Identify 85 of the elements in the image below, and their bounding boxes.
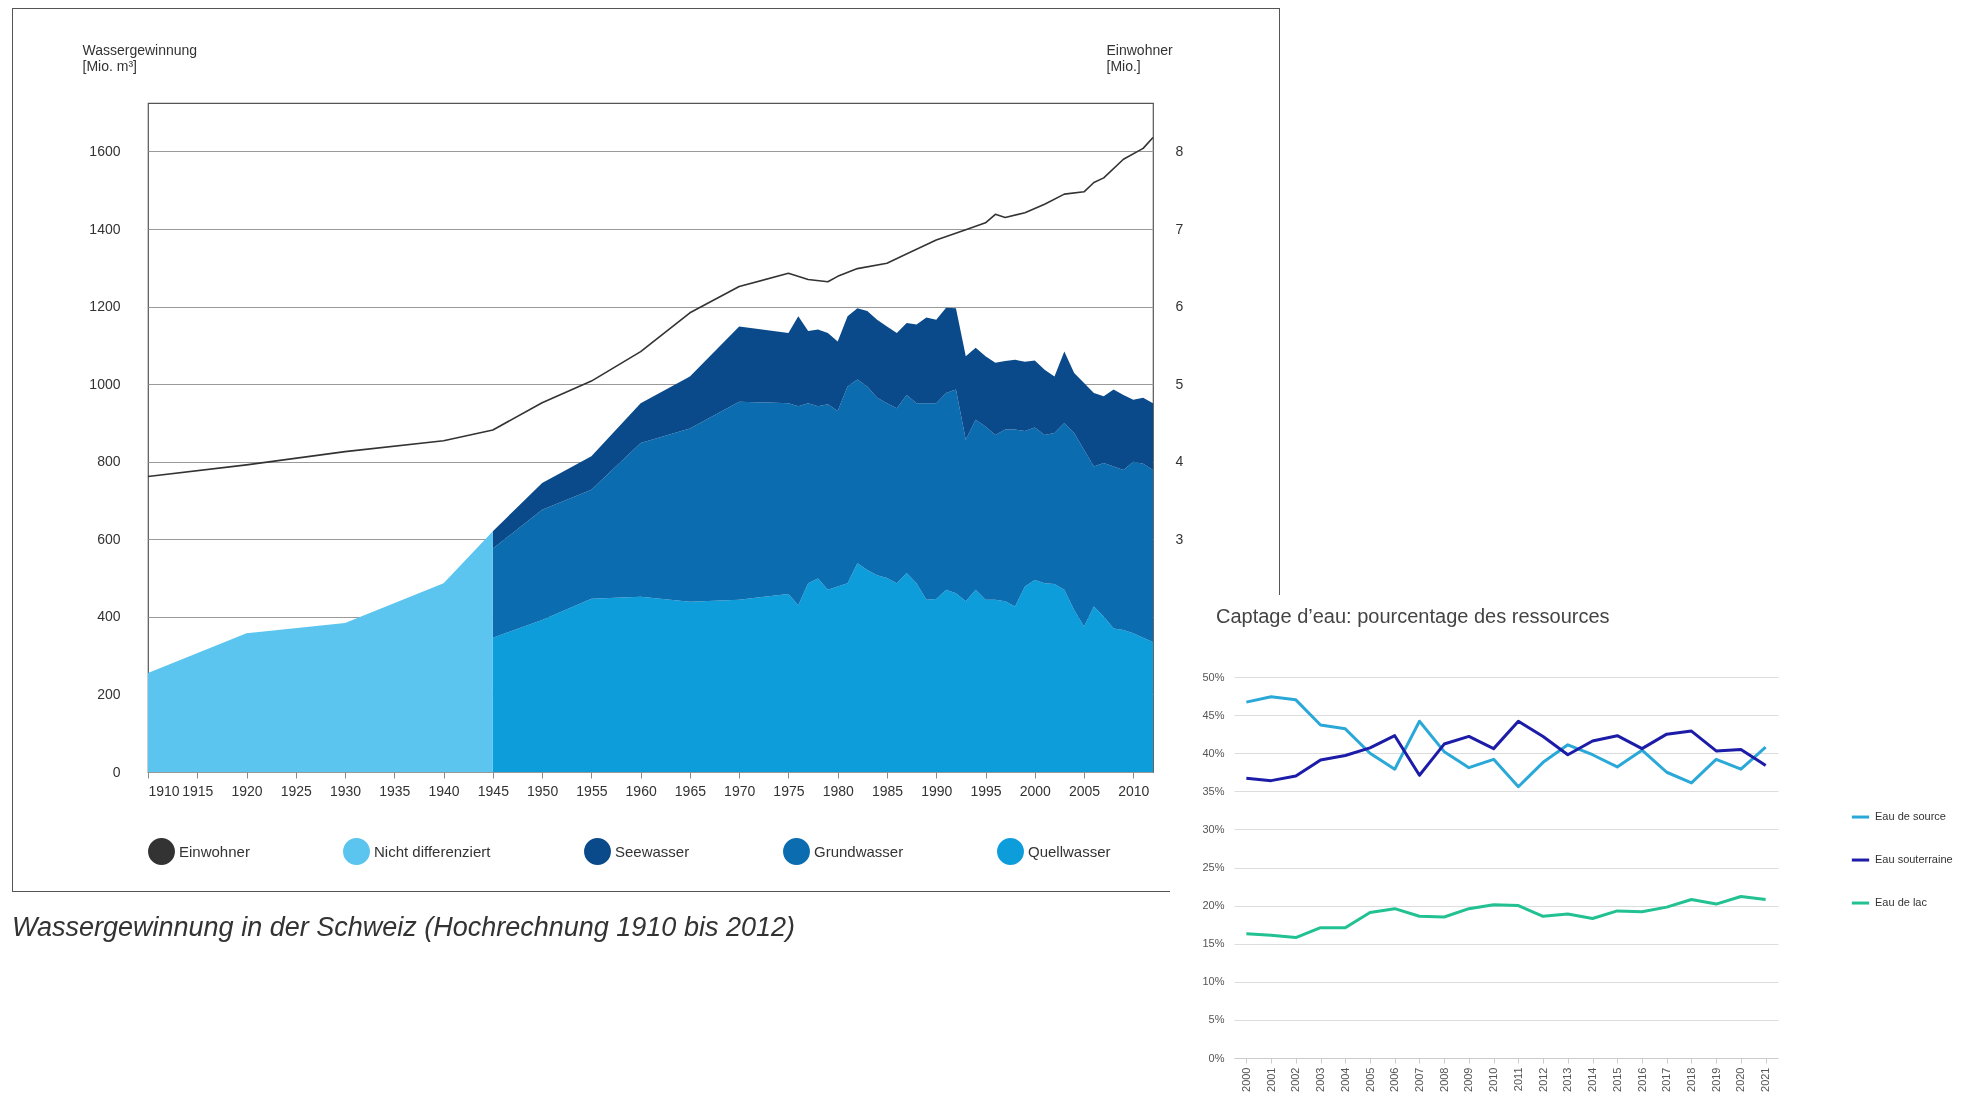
y-tick-label: 10% <box>1202 975 1225 988</box>
legend-label: Seewasser <box>615 842 690 860</box>
y-tick-label: 15% <box>1202 937 1225 950</box>
legend-label: Eau de source <box>1875 810 1946 823</box>
y-tick-label: 0% <box>1208 1051 1225 1064</box>
x-tick-label: 2011 <box>1511 1067 1524 1092</box>
y2-tick-label: 4 <box>1175 453 1184 470</box>
x-tick-label: 1945 <box>477 782 510 799</box>
x-tick-label: 2010 <box>1487 1067 1500 1092</box>
y-tick-label: 25% <box>1202 861 1225 873</box>
x-tick-label: 2015 <box>1610 1067 1623 1092</box>
y-tick-label: 30% <box>1202 822 1225 835</box>
y-tick-label: 800 <box>97 453 121 470</box>
chart-title: Captage d’eau: pourcentage des ressources <box>1216 605 1610 627</box>
x-tick-label: 2002 <box>1289 1067 1302 1092</box>
x-tick-label: 1960 <box>625 782 657 799</box>
y2-axis-title: Einwohner [Mio.] <box>1106 41 1173 74</box>
x-tick-label: 2020 <box>1734 1067 1747 1092</box>
x-tick-label: 2016 <box>1635 1067 1648 1092</box>
x-tick-label: 2010 <box>1118 782 1150 799</box>
y-tick-label: 50% <box>1202 670 1225 683</box>
x-tick-label: 1950 <box>527 782 559 799</box>
x-tick-label: 1995 <box>970 782 1002 799</box>
line-series <box>1244 719 1768 783</box>
legend-label: Nicht differenziert <box>374 842 492 860</box>
x-tick-label: 1940 <box>428 782 460 799</box>
y-tick-label: 1600 <box>89 142 121 159</box>
x-tick-label: 2008 <box>1437 1067 1450 1092</box>
legend-label: Eau de lac <box>1875 896 1928 909</box>
y-tick-label: 45% <box>1202 708 1225 721</box>
x-tick-label: 2001 <box>1264 1067 1277 1092</box>
x-tick-label: 1985 <box>871 782 904 799</box>
x-tick-label: 2007 <box>1412 1067 1425 1092</box>
x-tick-label: 1970 <box>724 782 756 799</box>
y-tick-label: 200 <box>97 685 121 702</box>
x-tick-label: 1935 <box>379 782 411 799</box>
legend-label: Grundwasser <box>814 842 904 860</box>
legend-label: Quellwasser <box>1028 842 1111 860</box>
legend-label: Einwohner <box>179 842 250 860</box>
x-tick-label: 2014 <box>1586 1067 1599 1092</box>
legend-label: Eau souterraine <box>1875 853 1953 866</box>
x-tick-label: 2018 <box>1684 1067 1697 1092</box>
x-tick-label: 2012 <box>1536 1067 1549 1092</box>
y-tick-label: 1000 <box>89 375 121 392</box>
line-series <box>147 136 1154 478</box>
y-tick-label: 40% <box>1202 746 1225 759</box>
y2-tick-label: 6 <box>1175 298 1184 315</box>
y-tick-label: 400 <box>97 608 121 625</box>
x-tick-label: 1990 <box>921 782 953 799</box>
y2-tick-label: 8 <box>1175 142 1184 159</box>
y2-tick-label: 5 <box>1175 375 1184 392</box>
y-tick-label: 600 <box>97 530 121 547</box>
x-tick-label: 1980 <box>822 782 854 799</box>
y-tick-label: 35% <box>1202 784 1225 797</box>
y-tick-label: 1400 <box>89 220 121 237</box>
x-tick-label: 1975 <box>773 782 805 799</box>
line-series <box>1244 695 1768 789</box>
x-tick-label: 2003 <box>1314 1067 1327 1092</box>
x-tick-label: 1915 <box>182 782 214 799</box>
text: Wassergewinnung in der Schweiz (Hochrechnung 1910 bis 2012) <box>12 912 795 943</box>
x-tick-label: 1910 <box>148 782 180 799</box>
x-tick-label: 2006 <box>1388 1067 1401 1092</box>
x-tick-label: 1955 <box>576 782 608 799</box>
x-tick-label: 1925 <box>280 782 313 799</box>
x-tick-label: 2005 <box>1068 782 1101 799</box>
y2-tick-label: 7 <box>1175 220 1184 237</box>
x-tick-label: 2017 <box>1660 1067 1673 1092</box>
x-tick-label: 2005 <box>1363 1067 1376 1092</box>
x-tick-label: 2019 <box>1709 1067 1722 1092</box>
x-tick-label: 2009 <box>1462 1067 1475 1092</box>
x-tick-label: 2000 <box>1239 1067 1252 1092</box>
line-series <box>1244 894 1768 940</box>
y-tick-label: 1200 <box>89 298 121 315</box>
x-tick-label: 2000 <box>1019 782 1052 799</box>
y2-tick-label: 3 <box>1175 530 1184 547</box>
y-tick-label: 5% <box>1208 1013 1225 1026</box>
x-tick-label: 2013 <box>1561 1067 1574 1092</box>
y-axis-title: Wassergewinnung [Mio. m³] <box>82 41 198 74</box>
x-tick-label: 1965 <box>674 782 707 799</box>
x-tick-label: 1930 <box>329 782 362 799</box>
y-tick-label: 0 <box>112 763 121 780</box>
x-tick-label: 1920 <box>231 782 263 799</box>
x-tick-label: 2004 <box>1338 1067 1351 1092</box>
x-tick-label: 2021 <box>1759 1067 1772 1092</box>
y-tick-label: 20% <box>1202 899 1225 912</box>
